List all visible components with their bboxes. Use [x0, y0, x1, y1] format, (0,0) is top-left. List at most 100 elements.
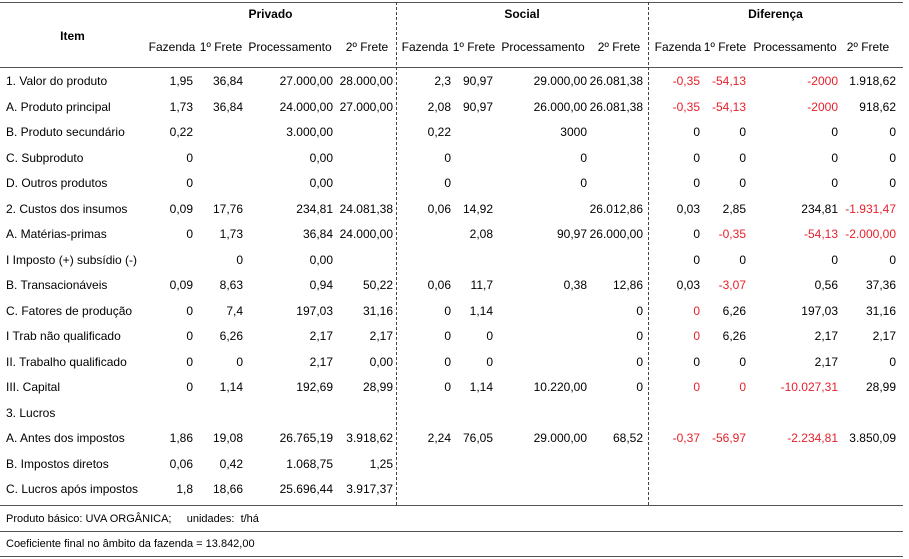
cell: 0,22 — [427, 125, 451, 139]
cell: 0 — [693, 125, 700, 139]
cell: 0,06 — [169, 456, 193, 471]
row-label: C. Subproduto — [6, 150, 84, 165]
cell: 0 — [693, 176, 700, 190]
cell: 31,16 — [362, 303, 393, 318]
row-label: D. Outros produtos — [6, 176, 108, 190]
cell: 0,00 — [309, 150, 333, 165]
cell: 25.696,44 — [279, 482, 333, 496]
cell: 1,86 — [169, 431, 193, 445]
cell: 0 — [831, 252, 838, 267]
cell: 0 — [186, 227, 193, 241]
cell: 36,84 — [212, 99, 243, 114]
cell: 0,03 — [676, 201, 700, 216]
cell: 0 — [186, 176, 193, 190]
row-label: II. Trabalho qualificado — [6, 354, 127, 369]
cell: 0,06 — [427, 278, 451, 292]
column-header: 2º Frete — [597, 40, 641, 54]
cell: 50,22 — [362, 278, 393, 292]
cell: 1,25 — [369, 456, 393, 471]
cell: 0,00 — [309, 176, 333, 190]
rule — [0, 531, 903, 532]
cell: 1,14 — [219, 380, 243, 394]
cell: 6,26 — [722, 303, 746, 318]
column-header: Processamento — [501, 40, 585, 54]
cell: 1,73 — [219, 227, 243, 241]
cell: 2,08 — [427, 99, 451, 114]
cell: 36,84 — [212, 74, 243, 88]
cell: 26.081,38 — [589, 99, 643, 114]
cell: -0,35 — [718, 227, 746, 241]
cell: 17,76 — [212, 201, 243, 216]
cell: 0,22 — [169, 125, 193, 139]
cell: 90,97 — [462, 99, 493, 114]
cell: -0,35 — [672, 74, 700, 88]
footer-note: Produto básico: UVA ORGÂNICA; unidades: … — [6, 513, 259, 525]
rule — [0, 505, 903, 506]
cell: 0 — [580, 176, 587, 190]
cell: 0 — [444, 150, 451, 165]
cell: 0 — [693, 150, 700, 165]
cell: -54,13 — [803, 227, 838, 241]
cell: -0,35 — [672, 99, 700, 114]
cell: 0 — [693, 380, 700, 394]
cell: 1,14 — [469, 380, 493, 394]
cell: 0,94 — [309, 278, 333, 292]
column-header: 1º Frete — [703, 40, 747, 54]
cell: 0 — [739, 125, 746, 139]
cell: 90,97 — [462, 74, 493, 88]
cell: 0 — [693, 354, 700, 369]
cell: 918,62 — [859, 99, 896, 114]
cell: 0 — [186, 354, 193, 369]
column-header: Fazenda — [654, 40, 702, 54]
cell: 28.000,00 — [339, 74, 393, 88]
cell: 0 — [693, 227, 700, 241]
cell: 0 — [831, 176, 838, 190]
cell: 1.918,62 — [849, 74, 896, 88]
cell: 26.000,00 — [533, 99, 587, 114]
cell: 8,63 — [219, 278, 243, 292]
group-header: Privado — [248, 7, 293, 21]
cell: 0 — [889, 150, 896, 165]
cell: 197,03 — [296, 303, 333, 318]
row-label: 2. Custos dos insumos — [6, 201, 128, 216]
cell: 28,99 — [362, 380, 393, 394]
group-divider — [648, 2, 649, 505]
cell: 27.000,00 — [339, 99, 393, 114]
cell: 0 — [186, 303, 193, 318]
row-label: C. Lucros após impostos — [6, 482, 139, 496]
row-label: A. Antes dos impostos — [6, 431, 125, 445]
cell: 2,85 — [722, 201, 746, 216]
cell: 26.012,86 — [589, 201, 643, 216]
cell: 0 — [889, 354, 896, 369]
cell: 0 — [444, 354, 451, 369]
cell: 7,4 — [226, 303, 243, 318]
cell: 1,8 — [176, 482, 193, 496]
item-header: Item — [60, 29, 85, 43]
cell: 0 — [739, 354, 746, 369]
cell: 2,3 — [434, 74, 451, 88]
cell: 0 — [831, 125, 838, 139]
column-header: Fazenda — [401, 40, 449, 54]
cell: 0 — [580, 150, 587, 165]
cell: 0 — [444, 303, 451, 318]
cell: 2,17 — [369, 329, 393, 343]
cell: 2,17 — [872, 329, 896, 343]
cell: 6,26 — [219, 329, 243, 343]
cell: 0 — [739, 252, 746, 267]
row-label: B. Impostos diretos — [6, 456, 109, 471]
cell: -2000 — [807, 99, 838, 114]
cell: 0 — [693, 303, 700, 318]
cell: 0,00 — [369, 354, 393, 369]
cell: 37,36 — [865, 278, 896, 292]
cell: -0,37 — [672, 431, 700, 445]
cell: 36,84 — [302, 227, 333, 241]
cell: -56,97 — [711, 431, 746, 445]
cell: 0 — [889, 176, 896, 190]
row-label: A. Produto principal — [6, 99, 111, 114]
cell: 0 — [236, 354, 243, 369]
cell: 11,7 — [470, 278, 493, 292]
cell: -54,13 — [711, 74, 746, 88]
cell: 0 — [693, 252, 700, 267]
cell: 0 — [186, 329, 193, 343]
